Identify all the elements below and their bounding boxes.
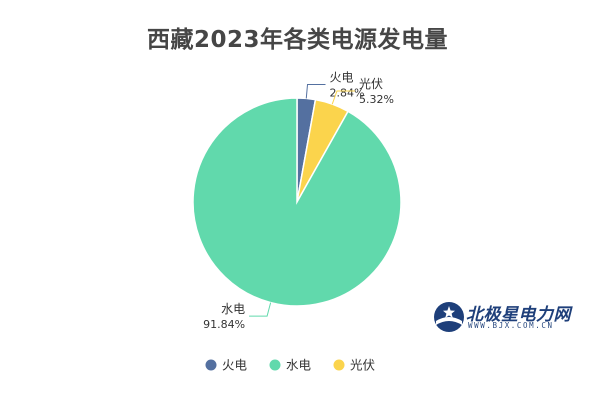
legend: 火电 水电 光伏 bbox=[205, 358, 376, 373]
slice-percent-label: 91.84% bbox=[203, 318, 245, 331]
label-leader-line bbox=[305, 83, 326, 99]
legend-marker[interactable] bbox=[205, 359, 217, 371]
legend-marker[interactable] bbox=[269, 359, 281, 371]
slice-percent-label: 2.84% bbox=[330, 86, 365, 99]
watermark: 北极星电力网 WWW.BJX.COM.CN bbox=[433, 300, 583, 336]
labels-layer: 火电 2.84%光伏 5.32% 水电 91.84% bbox=[203, 70, 394, 331]
legend-label[interactable]: 光伏 bbox=[350, 358, 376, 373]
slice-name-label: 水电 bbox=[221, 302, 245, 316]
slice-name-label: 火电 bbox=[330, 70, 354, 84]
chart-title: 西藏2023年各类电源发电量 bbox=[146, 27, 448, 53]
label-leader-line bbox=[249, 302, 272, 317]
legend-marker[interactable] bbox=[333, 359, 345, 371]
slice-percent-label: 5.32% bbox=[359, 93, 394, 106]
legend-label[interactable]: 火电 bbox=[222, 358, 248, 373]
pie-slice bbox=[192, 97, 402, 307]
slice-name-label: 光伏 bbox=[359, 77, 383, 91]
watermark-brand: 北极星电力网 bbox=[466, 305, 571, 325]
slices-layer bbox=[192, 97, 402, 307]
bjx-logo-icon bbox=[434, 302, 464, 332]
label-leader-line bbox=[331, 90, 355, 105]
legend-label[interactable]: 水电 bbox=[286, 358, 312, 373]
watermark-url: WWW.BJX.COM.CN bbox=[468, 321, 554, 330]
